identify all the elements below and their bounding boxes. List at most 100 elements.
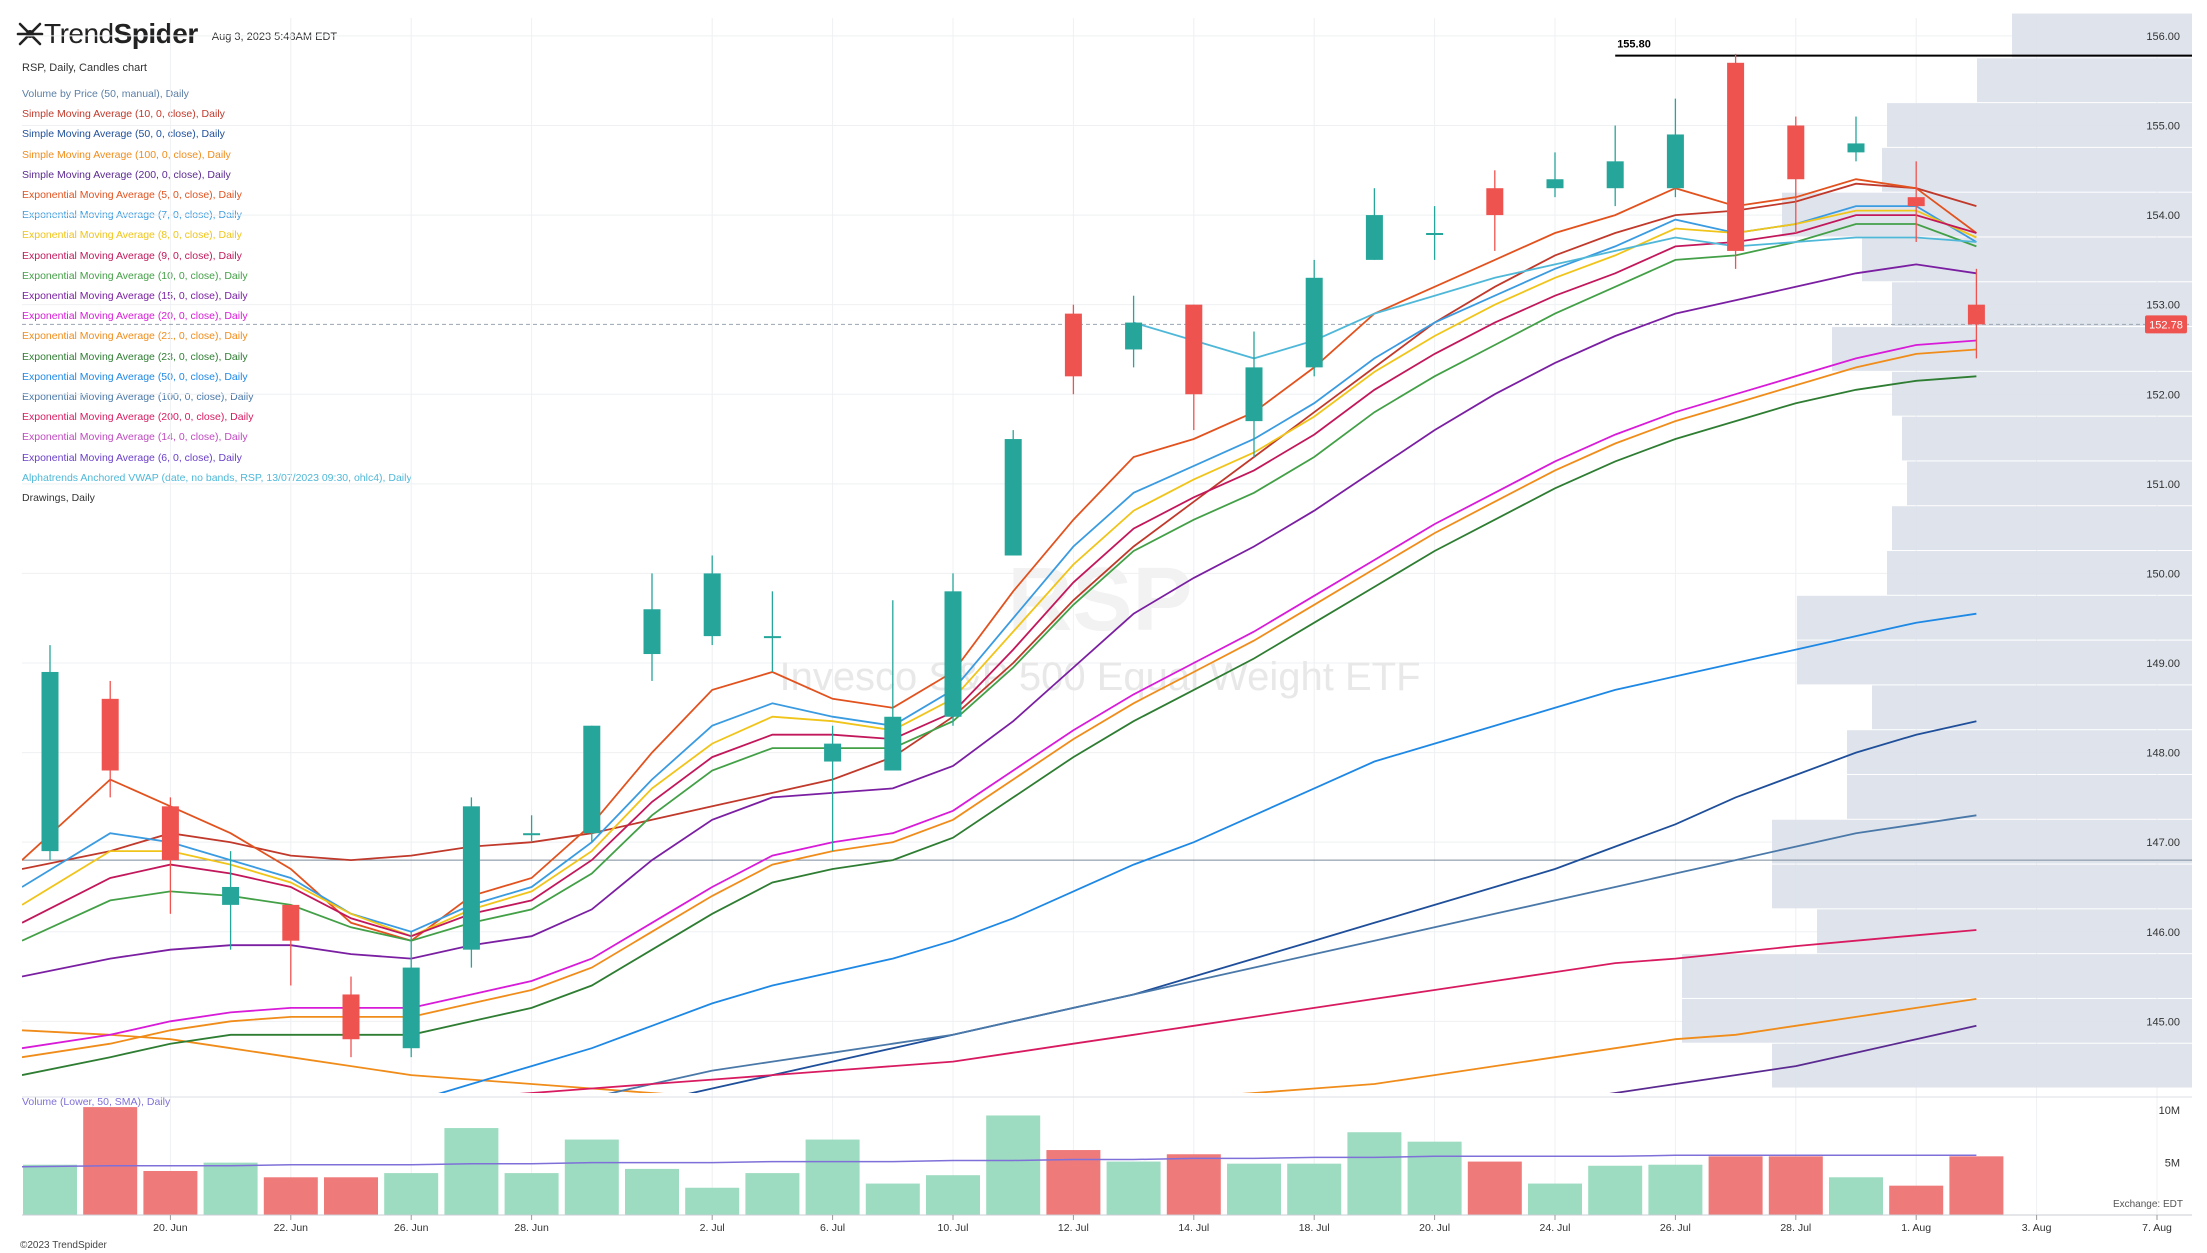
candle-body: [1365, 215, 1383, 260]
overlay-line: [22, 348, 1977, 1059]
legend-item[interactable]: Exponential Moving Average (23, 0, close…: [22, 350, 248, 363]
price-tick-label: 146.00: [2146, 927, 2180, 939]
overlay-line: [22, 339, 1977, 1050]
candle-body: [1967, 304, 1985, 325]
volume-profile-bar: [1902, 416, 2192, 461]
legend-item[interactable]: Drawings, Daily: [22, 492, 95, 505]
volume-profile-bar: [1772, 864, 2192, 909]
volume-bar: [23, 1164, 77, 1215]
volume-profile-bar: [1892, 506, 2192, 551]
legend-item[interactable]: Simple Moving Average (10, 0, close), Da…: [22, 108, 225, 121]
overlay-line: [22, 263, 1977, 978]
volume-bar: [805, 1139, 860, 1215]
volume-bar: [1588, 1165, 1643, 1215]
overlay-line: [22, 209, 1977, 938]
date-tick-label: 2. Jul: [700, 1222, 725, 1234]
legend-item[interactable]: Exponential Moving Average (20, 0, close…: [22, 310, 248, 323]
resistance-label: 155.80: [1617, 39, 1651, 51]
volume-bar: [143, 1171, 198, 1215]
legend-item[interactable]: Simple Moving Average (100, 0, close), D…: [22, 148, 231, 161]
volume-bar: [1347, 1132, 1402, 1215]
candle-body: [1004, 439, 1022, 556]
price-tick-label: 148.00: [2146, 748, 2180, 760]
price-tick-label: 153.00: [2146, 300, 2180, 312]
current-price-label: 152.78: [2149, 319, 2183, 331]
volume-bar: [1889, 1185, 1944, 1215]
volume-profile-bar: [1887, 551, 2192, 595]
legend-item[interactable]: Exponential Moving Average (15, 0, close…: [22, 290, 248, 303]
volume-bar: [1528, 1183, 1582, 1215]
current-price-tag: [2145, 315, 2187, 334]
date-tick-label: 22. Jun: [274, 1222, 309, 1234]
candle-body: [523, 833, 541, 836]
legend-item[interactable]: Volume by Price (50, manual), Daily: [22, 88, 189, 100]
overlay-line: [22, 223, 1977, 942]
date-tick-label: 12. Jul: [1058, 1222, 1089, 1234]
candle-body: [41, 671, 59, 852]
legend-item[interactable]: Exponential Moving Average (6, 0, close)…: [22, 451, 242, 464]
price-tick-label: 154.00: [2146, 210, 2180, 222]
candle-body: [763, 636, 781, 639]
legend-item[interactable]: Alphatrends Anchored VWAP (date, no band…: [22, 471, 412, 484]
legend-item[interactable]: Simple Moving Average (200, 0, close), D…: [22, 168, 231, 181]
volume-profile-bar: [1772, 1043, 2192, 1088]
candle-body: [1546, 179, 1564, 189]
date-tick-label: 1. Aug: [1901, 1222, 1931, 1234]
date-tick-label: 24. Jul: [1540, 1222, 1571, 1234]
volume-profile-bar: [1862, 237, 2192, 282]
volume-profile-bar: [1872, 685, 2192, 730]
volume-profile-bar: [1682, 954, 2192, 998]
volume-bar: [384, 1173, 439, 1215]
candle-body: [101, 698, 119, 771]
candle-body: [462, 806, 480, 950]
volume-legend: Volume (Lower, 50, SMA), Daily: [22, 1096, 171, 1108]
legend-item[interactable]: Exponential Moving Average (14, 0, close…: [22, 431, 248, 444]
price-tick-label: 145.00: [2146, 1016, 2180, 1028]
volume-tick-label: 5M: [2165, 1158, 2180, 1170]
legend-item[interactable]: Exponential Moving Average (10, 0, close…: [22, 269, 248, 282]
indicator-legend: Volume by Price (50, manual), Daily Simpl…: [22, 84, 412, 508]
symbol-description: RSP, Daily, Candles chart: [22, 62, 147, 74]
candle-body: [1426, 233, 1444, 235]
candle-body: [282, 904, 300, 941]
legend-item[interactable]: Exponential Moving Average (9, 0, close)…: [22, 249, 242, 262]
volume-bar: [504, 1173, 559, 1215]
volume-bar: [564, 1139, 619, 1215]
candle-body: [1185, 304, 1203, 395]
overlay-line: [1609, 1024, 1977, 1093]
date-tick-label: 28. Jul: [1780, 1222, 1811, 1234]
candle-body: [643, 609, 661, 655]
volume-sma-line: [21, 1154, 1977, 1168]
volume-bar: [1166, 1154, 1221, 1215]
volume-bar: [1708, 1156, 1763, 1215]
candle-body: [1064, 313, 1082, 377]
volume-profile-bar: [1797, 640, 2192, 685]
price-tick-label: 147.00: [2146, 837, 2180, 849]
volume-profile-bar: [1847, 730, 2192, 774]
volume-by-price: [1682, 13, 2192, 1088]
candle-body: [1305, 277, 1323, 368]
brand-name: TrendSpider: [44, 18, 198, 49]
price-tick-label: 151.00: [2146, 479, 2180, 491]
volume-bar: [1949, 1156, 2004, 1215]
date-tick-label: 10. Jul: [938, 1222, 969, 1234]
legend-item[interactable]: Exponential Moving Average (5, 0, close)…: [22, 189, 242, 202]
legend-item[interactable]: Exponential Moving Average (50, 0, close…: [22, 370, 248, 383]
candle-body: [1125, 322, 1143, 350]
volume-bar: [865, 1183, 920, 1215]
legend-item[interactable]: Exponential Moving Average (200, 0, clos…: [22, 411, 254, 424]
date-tick-label: 7. Aug: [2142, 1222, 2172, 1234]
volume-profile-bar: [1977, 58, 2192, 103]
legend-item[interactable]: Exponential Moving Average (8, 0, close)…: [22, 229, 242, 242]
overlay-line: [22, 375, 1977, 1076]
date-tick-label: 20. Jun: [153, 1222, 188, 1234]
volume-bar: [1106, 1161, 1161, 1215]
volume-profile-bar: [1907, 461, 2192, 506]
price-tick-label: 150.00: [2146, 568, 2180, 580]
legend-item[interactable]: Simple Moving Average (50, 0, close), Da…: [22, 128, 225, 141]
candle-body: [824, 743, 842, 762]
price-tick-label: 149.00: [2146, 658, 2180, 670]
volume-bar: [444, 1128, 499, 1215]
legend-item[interactable]: Exponential Moving Average (21, 0, close…: [22, 330, 248, 343]
